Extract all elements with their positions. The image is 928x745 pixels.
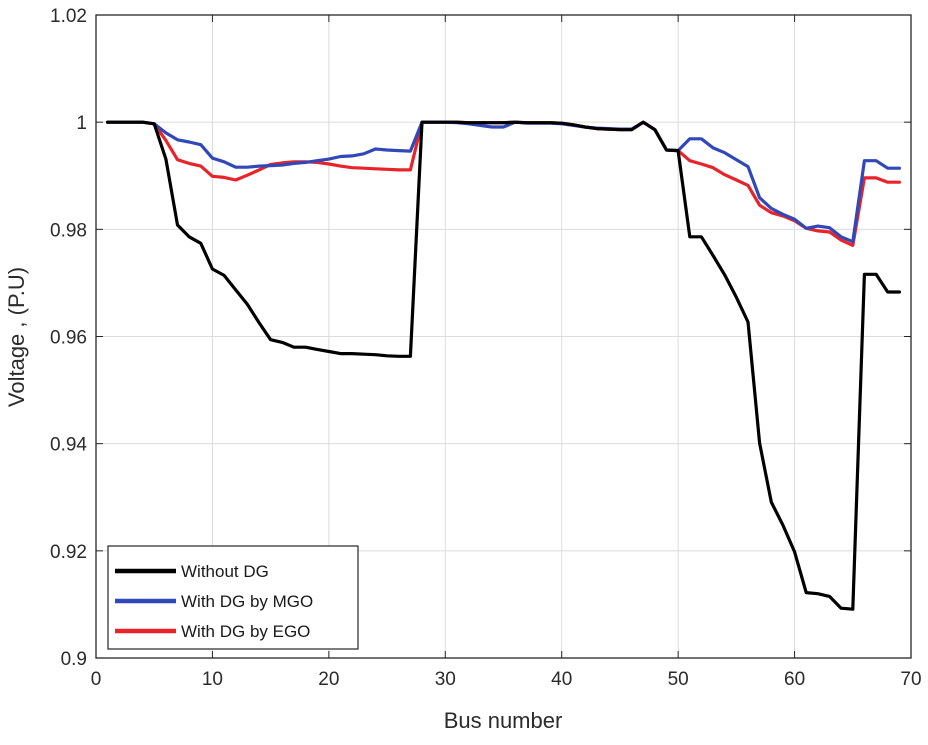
series-line-with-dg-mgo (105, 120, 902, 244)
legend: Without DG With DG by MGO With DG by EGO (107, 545, 359, 650)
x-tick-label: 0 (91, 669, 102, 690)
x-tick-label: 20 (318, 669, 339, 690)
legend-label-with-dg-ego: With DG by EGO (181, 622, 310, 641)
x-tick-label: 60 (784, 669, 805, 690)
ticks (95, 14, 912, 659)
x-tick-label: 40 (551, 669, 572, 690)
y-tick-label: 0.94 (50, 435, 87, 456)
y-tick-label: 0.9 (61, 649, 87, 670)
x-tick-label: 10 (202, 669, 223, 690)
x-tick-label: 30 (435, 669, 456, 690)
legend-label-with-dg-mgo: With DG by MGO (181, 592, 313, 611)
y-tick-label: 1.02 (50, 6, 87, 27)
x-tick-label: 50 (668, 669, 689, 690)
y-tick-label: 0.92 (50, 542, 87, 563)
y-tick-label: 0.96 (50, 328, 87, 349)
y-tick-label: 1 (76, 113, 87, 134)
tick-labels: 0 10 20 30 40 50 60 70 0.9 0.92 0.94 0.96 0.98 1 1.02 (50, 6, 922, 690)
legend-label-without-dg: Without DG (181, 562, 269, 581)
series-group (105, 120, 902, 611)
series-line-without-dg (105, 120, 902, 611)
y-tick-label: 0.98 (50, 220, 87, 241)
x-axis-title: Bus number (444, 708, 563, 733)
y-axis-title: Voltage , (P.U) (4, 267, 29, 407)
x-tick-label: 70 (900, 669, 921, 690)
